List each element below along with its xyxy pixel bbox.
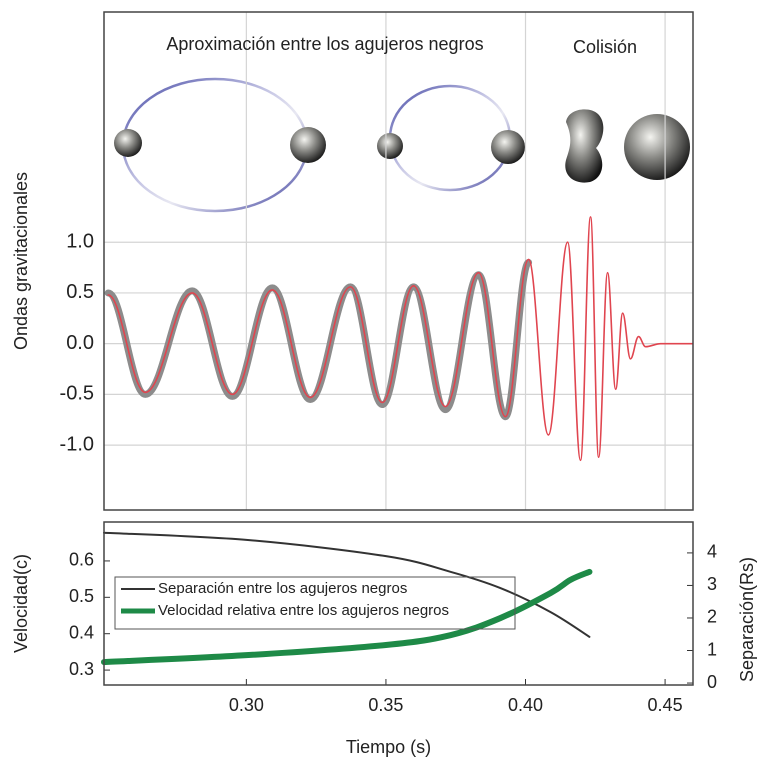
data-line xyxy=(104,259,533,421)
x-axis-label: Tiempo (s) xyxy=(346,737,431,757)
series-group xyxy=(101,531,593,666)
black-hole xyxy=(290,127,326,163)
x-tick-label: 0.35 xyxy=(368,695,403,715)
y-axis-label: Ondas gravitacionales xyxy=(11,172,31,350)
orbit xyxy=(388,84,512,192)
data-line xyxy=(107,216,693,462)
legend-label: Velocidad relativa entre los agujeros ne… xyxy=(158,602,449,619)
y-tick-label: 1.0 xyxy=(66,231,94,253)
y2-axis-label: Separación(Rs) xyxy=(737,557,757,682)
y-tick-label: 0.6 xyxy=(69,550,94,570)
y-tick-label: 0.5 xyxy=(66,281,94,303)
y2-tick-label: 2 xyxy=(707,607,717,627)
black-hole xyxy=(114,129,142,157)
chart-panel: 1.0 0.5 0.0 -0.5 -1.0 Ondas gravitacionales Ap… xyxy=(11,11,694,511)
y2-tick-label: 1 xyxy=(707,639,717,659)
data-line xyxy=(103,531,591,638)
x-tick-label: 0.40 xyxy=(508,695,543,715)
y-tick-label: 0.0 xyxy=(66,332,94,354)
black-hole xyxy=(377,133,403,159)
orbit-illustrations xyxy=(114,77,690,213)
y-tick-label: -0.5 xyxy=(60,383,94,405)
y-tick-label: -1.0 xyxy=(60,433,94,455)
y-axis-label: Velocidad(c) xyxy=(11,554,31,653)
y-tick-label: 0.3 xyxy=(69,659,94,679)
legend-box xyxy=(114,576,516,630)
plot-frame xyxy=(103,521,694,686)
merging-black-holes xyxy=(565,109,604,183)
y2-tick-label: 3 xyxy=(707,574,717,594)
x-tick-label: 0.30 xyxy=(229,695,264,715)
y-tick-label: 0.4 xyxy=(69,622,94,642)
y-tick-label: 0.5 xyxy=(69,586,94,606)
annotation: Colisión xyxy=(573,37,637,57)
series-group xyxy=(104,216,693,462)
y2-tick-label: 0 xyxy=(707,672,717,692)
black-hole xyxy=(491,130,525,164)
final-black-hole xyxy=(624,114,690,180)
plot-frame xyxy=(103,11,694,511)
annotation: Aproximación entre los agujeros negros xyxy=(166,34,483,54)
x-tick-label: 0.45 xyxy=(648,695,683,715)
legend-label: Separación entre los agujeros negros xyxy=(158,580,407,597)
y2-tick-label: 4 xyxy=(707,542,717,562)
data-line xyxy=(101,568,593,666)
orbit xyxy=(121,77,309,213)
chart-panel: 0.30 0.35 0.40 0.45 0.6 0.5 0.4 0.3 4 3 2 1 0 Velocid… xyxy=(11,521,757,757)
